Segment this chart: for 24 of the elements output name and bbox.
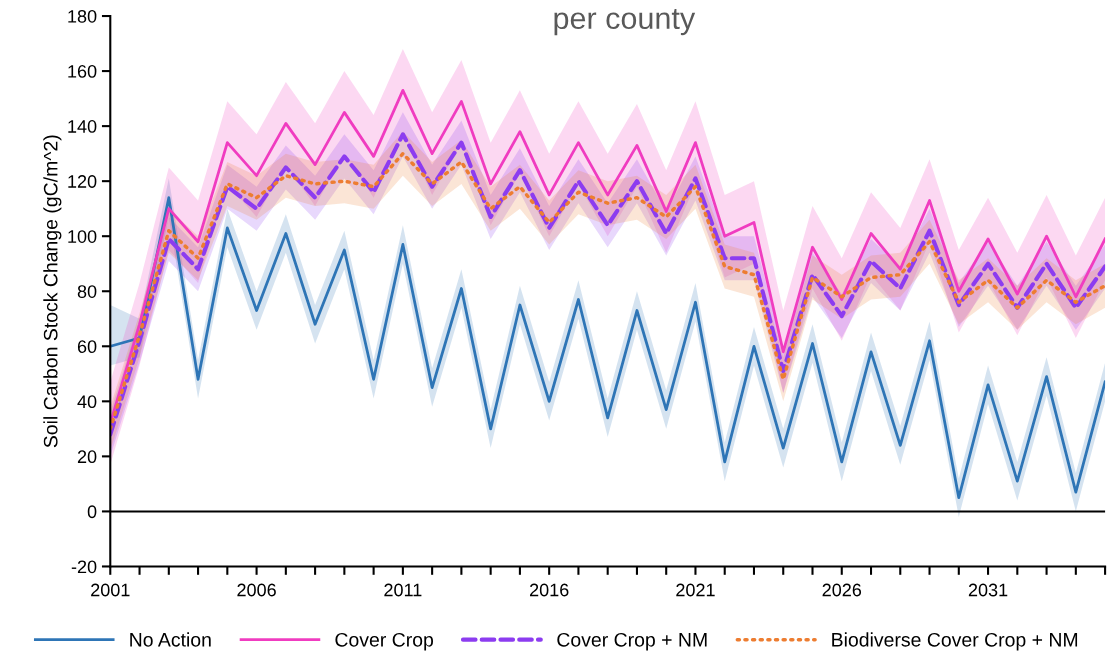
y-tick-label: 100 [68, 230, 97, 243]
y-tick-label: -20 [71, 560, 97, 574]
x-tick-label: 2001 [91, 583, 130, 597]
y-tick-label: 20 [77, 450, 97, 464]
y-tick-label: 120 [68, 175, 97, 188]
x-tick-label: 2031 [968, 583, 1008, 597]
y-tick-label: 160 [68, 65, 97, 78]
legend-label: No Action [130, 632, 211, 647]
x-tick-label: 2026 [822, 583, 862, 597]
x-tick-label: 2016 [530, 583, 569, 597]
x-tick-label: 2011 [384, 583, 422, 597]
legend-label: Cover Crop [335, 632, 434, 651]
y-tick-label: 0 [87, 505, 97, 519]
y-tick-label: 140 [68, 120, 97, 133]
y-tick-label: 80 [77, 285, 97, 298]
x-tick-label: 2006 [237, 583, 276, 597]
y-tick-label: 40 [77, 395, 97, 409]
x-tick-label: 2021 [676, 583, 715, 597]
y-tick-label: 60 [77, 340, 97, 354]
legend-label: Cover Crop + NM [557, 632, 707, 651]
legend-label: Biodiverse Cover Crop + NM [832, 632, 1078, 651]
y-axis-title: Soil Carbon Stock Change (gC/m^2) [43, 135, 62, 448]
y-tick-label: 180 [68, 9, 97, 23]
chart-title: per county [554, 9, 696, 36]
